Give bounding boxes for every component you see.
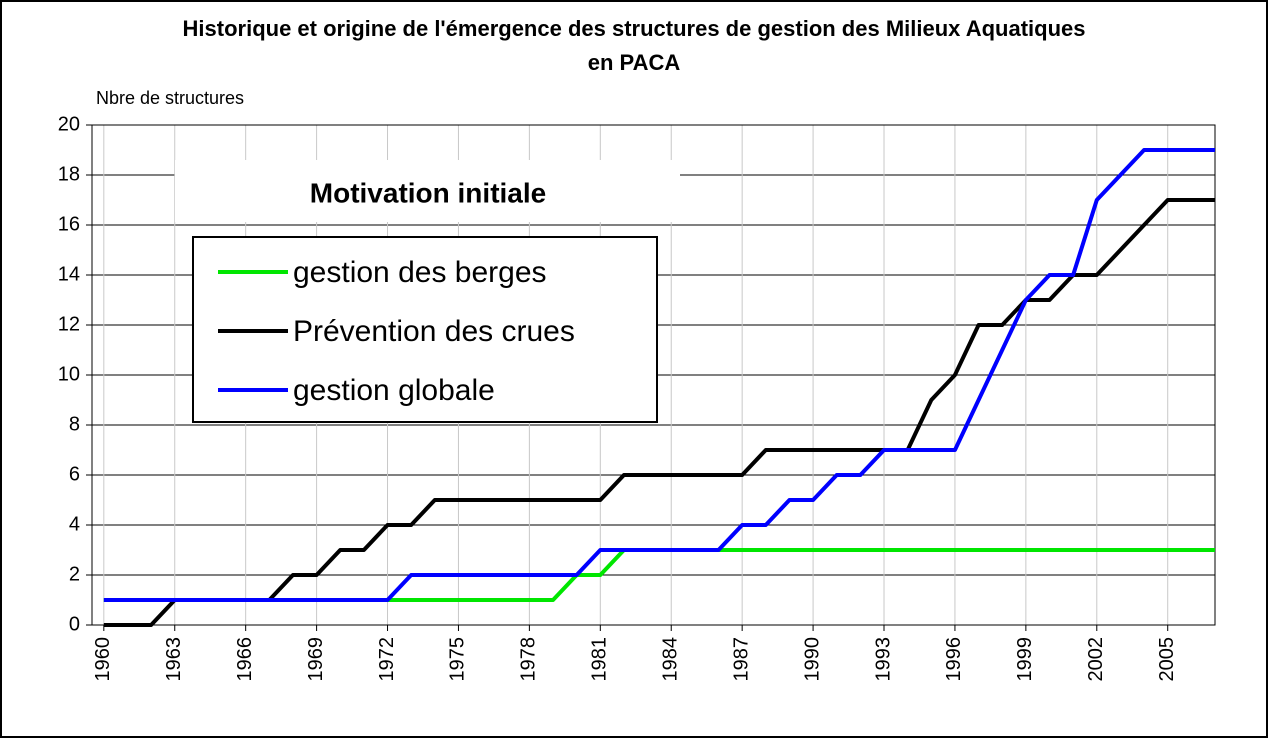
legend-title: Motivation initiale — [310, 177, 546, 208]
y-tick-label: 8 — [69, 413, 80, 435]
y-tick-label: 2 — [69, 563, 80, 585]
legend-title-box — [175, 160, 680, 222]
y-tick-label: 20 — [58, 113, 80, 135]
x-tick-label: 1993 — [872, 637, 894, 682]
legend-label: gestion des berges — [293, 256, 547, 289]
x-tick-label: 1999 — [1014, 637, 1036, 682]
x-tick-label: 1981 — [589, 637, 611, 682]
x-tick-label: 1972 — [376, 637, 398, 682]
x-tick-label: 1966 — [234, 637, 256, 682]
y-tick-label: 14 — [58, 263, 80, 285]
x-tick-label: 1984 — [660, 637, 682, 682]
chart-title: Historique et origine de l'émergence des… — [183, 16, 1086, 41]
x-tick-label: 2005 — [1156, 637, 1178, 682]
x-tick-label: 1975 — [447, 637, 469, 682]
x-tick-label: 1963 — [163, 637, 185, 682]
y-axis-label: Nbre de structures — [96, 88, 244, 108]
x-tick-label: 1978 — [518, 637, 540, 682]
legend-label: Prévention des crues — [293, 315, 575, 348]
x-tick-label: 2002 — [1085, 637, 1107, 682]
x-tick-label: 1990 — [801, 637, 823, 682]
x-tick-label: 1960 — [92, 637, 114, 682]
y-tick-label: 6 — [69, 463, 80, 485]
y-tick-label: 0 — [69, 613, 80, 635]
y-tick-label: 18 — [58, 163, 80, 185]
y-tick-label: 12 — [58, 313, 80, 335]
y-tick-label: 16 — [58, 213, 80, 235]
y-tick-label: 10 — [58, 363, 80, 385]
chart-title: en PACA — [588, 50, 681, 75]
legend-label: gestion globale — [293, 374, 495, 407]
series-line — [103, 148, 1215, 602]
x-tick-label: 1996 — [943, 637, 965, 682]
plot-border — [91, 124, 1216, 626]
y-tick-label: 4 — [69, 513, 80, 535]
series-line — [103, 198, 1215, 627]
x-tick-label: 1969 — [305, 637, 327, 682]
x-tick-label: 1987 — [730, 637, 752, 682]
